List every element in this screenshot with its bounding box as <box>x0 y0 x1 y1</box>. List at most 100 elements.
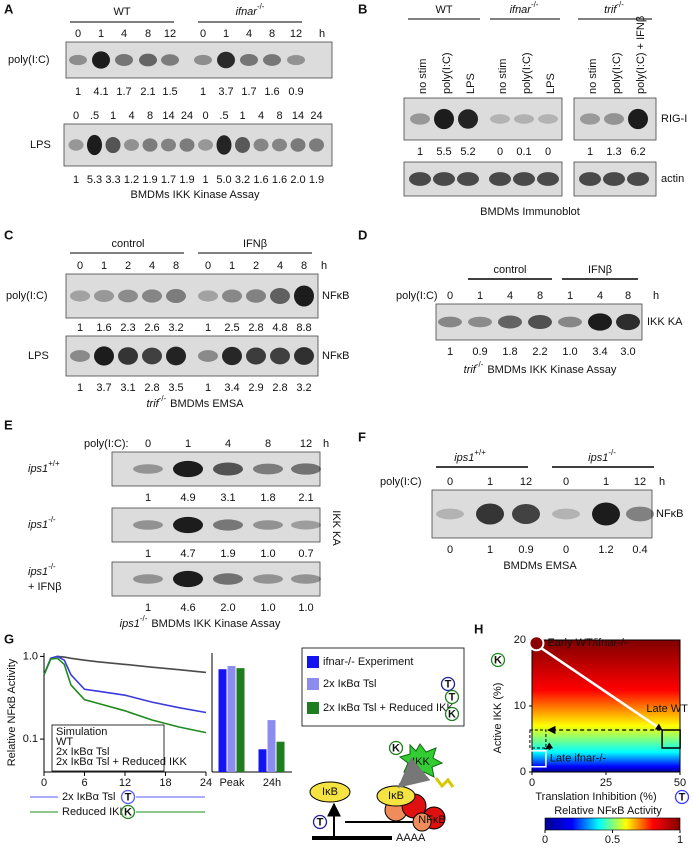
band <box>69 54 87 66</box>
time-label: 12 <box>520 476 532 488</box>
band <box>118 347 138 365</box>
caption-part: BMDMs IKK Kinase Assay <box>487 364 616 376</box>
time-label: 4 <box>258 110 264 122</box>
band <box>115 54 133 66</box>
quant-value: 1.6 <box>253 174 268 186</box>
legend-label: 2x IκBα Tsl + Reduced IKK <box>56 756 187 768</box>
row-label: ips1-/- <box>28 515 56 531</box>
quant-value: 1 <box>200 86 206 98</box>
quant-value: 1.6 <box>96 322 111 334</box>
ikk-label: IKK <box>412 756 430 768</box>
band <box>253 574 283 584</box>
row-label-part: ips1 <box>28 566 48 578</box>
icon-letter: T <box>125 791 132 803</box>
quant-value: 1.0 <box>562 346 577 358</box>
quant-value: 1.2 <box>124 174 139 186</box>
time-label: 14 <box>292 110 304 122</box>
x-tick-label: 50 <box>674 777 686 789</box>
stim-label: poly(I:C): <box>84 438 129 450</box>
quant-value: 2.6 <box>144 322 159 334</box>
caption: BMDMs EMSA <box>503 560 577 572</box>
quant-value: 1 <box>587 146 593 158</box>
quant-value: 4.7 <box>180 548 195 560</box>
time-label: 0 <box>447 476 453 488</box>
time-label: 8 <box>301 260 307 272</box>
band <box>558 316 582 328</box>
band <box>216 135 232 155</box>
band <box>222 346 242 366</box>
band <box>490 114 510 124</box>
band <box>246 289 266 303</box>
band <box>592 502 620 526</box>
bar <box>218 669 227 772</box>
quant-value: 4.1 <box>93 86 108 98</box>
caption-part: -/- <box>476 360 484 369</box>
quant-value: 1 <box>205 322 211 334</box>
band <box>235 137 250 153</box>
blot <box>65 41 333 79</box>
lane-label: poly(I:C) <box>521 52 533 94</box>
time-label: 8 <box>625 290 631 302</box>
band <box>476 503 504 525</box>
band <box>433 172 455 186</box>
lane-label: poly(I:C) <box>611 52 623 94</box>
ikb-label: IκB <box>388 790 404 802</box>
quant-value: 0.9 <box>518 544 533 556</box>
band-label: NFκB <box>322 350 350 362</box>
y-tick-label: 10 <box>514 700 526 712</box>
stim-label: poly(I:C) <box>380 476 422 488</box>
group-label: ips1+/+ <box>454 448 486 464</box>
y-axis-label: Relative NFκB Activity <box>6 658 18 766</box>
row-label: poly(I:C) <box>6 290 48 302</box>
icon-letter: T <box>445 678 452 690</box>
quant-value: 1 <box>145 602 151 614</box>
quant-value: 1.3 <box>606 146 621 158</box>
group-label: ifnar-/- <box>236 2 265 18</box>
lane-label: LPS <box>465 73 477 94</box>
time-label: 0 <box>77 260 83 272</box>
panel-label: H <box>474 621 483 636</box>
time-label: .5 <box>219 110 228 122</box>
band <box>133 574 163 584</box>
band <box>217 51 235 69</box>
caption-part: ips1 <box>120 618 140 630</box>
panel-label: C <box>4 227 14 242</box>
quant-value: 5.0 <box>216 174 231 186</box>
group-label: trif-/- <box>604 0 624 16</box>
band <box>498 315 522 329</box>
quant-value: 2.1 <box>298 492 313 504</box>
time-label: 2 <box>125 260 131 272</box>
x-tick-label: 6 <box>81 777 87 789</box>
icon-letter: T <box>317 816 324 828</box>
nfkb-label: NFκB <box>418 814 446 826</box>
row-label: LPS <box>30 139 51 151</box>
caption: BMDMs IKK Kinase Assay <box>131 189 260 201</box>
unit-label: h <box>323 438 329 450</box>
icon-ring <box>440 676 456 692</box>
bar <box>258 749 267 772</box>
row-label-part: +/+ <box>48 459 60 468</box>
ikb-fragment <box>434 777 455 789</box>
lane-label: no stim <box>417 59 429 94</box>
band <box>489 172 511 186</box>
band <box>468 316 492 328</box>
panel-label: G <box>4 631 14 646</box>
quant-value: 5.2 <box>460 146 475 158</box>
quant-value: 0 <box>563 544 569 556</box>
time-label: 4 <box>277 260 283 272</box>
time-label: 4 <box>507 290 513 302</box>
time-label: 8 <box>173 260 179 272</box>
band <box>253 463 283 475</box>
quant-value: 0 <box>497 146 503 158</box>
ikk-arrow <box>397 757 431 788</box>
group-label-part: ifnar <box>510 4 533 16</box>
time-label: 24 <box>310 110 322 122</box>
row-label-part: -/- <box>48 515 56 524</box>
colorbar-tick-label: 0 <box>542 834 548 846</box>
colorbar-tick-label: 1 <box>677 834 683 846</box>
quant-value: 1.2 <box>598 544 613 556</box>
quant-value: 4.8 <box>272 322 287 334</box>
nfkb-free2 <box>412 812 432 832</box>
blot-label: RIG-I <box>661 113 687 125</box>
